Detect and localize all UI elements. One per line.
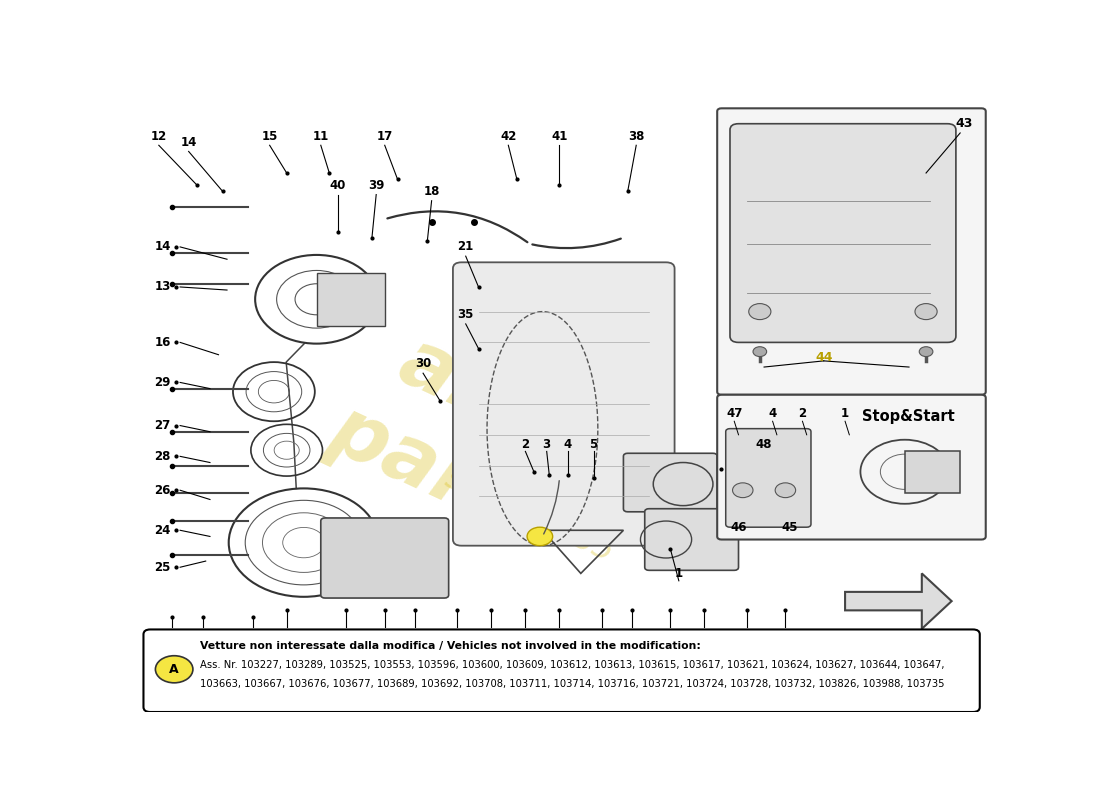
Text: 46: 46 <box>730 521 747 534</box>
FancyBboxPatch shape <box>726 429 811 527</box>
Text: 20: 20 <box>278 630 295 643</box>
Text: 29: 29 <box>154 376 170 389</box>
Text: 4: 4 <box>769 406 777 420</box>
Text: Ass. Nr. 103227, 103289, 103525, 103553, 103596, 103600, 103609, 103612, 103613,: Ass. Nr. 103227, 103289, 103525, 103553,… <box>200 660 944 670</box>
Text: 2: 2 <box>521 438 529 450</box>
Text: 1: 1 <box>674 567 683 580</box>
Text: 1: 1 <box>842 406 849 420</box>
Circle shape <box>776 483 795 498</box>
FancyBboxPatch shape <box>730 124 956 342</box>
Text: 30: 30 <box>415 358 431 370</box>
Text: 37: 37 <box>449 630 465 643</box>
Text: 48: 48 <box>756 438 772 450</box>
FancyBboxPatch shape <box>453 262 674 546</box>
Circle shape <box>915 303 937 320</box>
Text: 39: 39 <box>368 179 384 192</box>
Text: 9: 9 <box>701 630 708 643</box>
Text: 48: 48 <box>739 630 756 643</box>
Text: 34: 34 <box>406 630 422 643</box>
Text: 43: 43 <box>956 118 974 130</box>
Text: 19: 19 <box>244 630 261 643</box>
Text: 25: 25 <box>154 561 170 574</box>
Text: 2: 2 <box>799 406 806 420</box>
Text: 23: 23 <box>195 630 211 643</box>
FancyBboxPatch shape <box>645 509 738 570</box>
Text: 6: 6 <box>628 630 636 643</box>
Circle shape <box>920 346 933 357</box>
Circle shape <box>754 346 767 357</box>
Text: 11: 11 <box>312 130 329 142</box>
Text: 33: 33 <box>338 630 354 643</box>
Text: 32: 32 <box>551 630 568 643</box>
Text: 27: 27 <box>154 419 170 432</box>
Text: 5: 5 <box>590 438 597 450</box>
Text: Stop&Start: Stop&Start <box>862 409 955 424</box>
Text: 38: 38 <box>628 130 645 142</box>
Text: 18: 18 <box>424 185 440 198</box>
Text: 4: 4 <box>564 438 572 450</box>
Circle shape <box>749 303 771 320</box>
Text: 15: 15 <box>262 130 278 142</box>
Text: 16: 16 <box>154 336 170 349</box>
Text: 45: 45 <box>781 521 798 534</box>
Circle shape <box>155 656 192 683</box>
Text: 22: 22 <box>164 630 179 643</box>
Text: 12: 12 <box>151 130 167 142</box>
Text: 13: 13 <box>154 281 170 294</box>
Text: 47: 47 <box>726 406 742 420</box>
Text: 40: 40 <box>330 179 346 192</box>
Text: 42: 42 <box>500 130 517 142</box>
Bar <box>904 451 960 493</box>
Text: 35: 35 <box>458 308 474 321</box>
FancyBboxPatch shape <box>717 108 986 394</box>
Text: 33: 33 <box>517 630 534 643</box>
Text: 14: 14 <box>180 136 197 149</box>
Text: since 1985: since 1985 <box>440 462 619 568</box>
Text: 44: 44 <box>815 351 833 364</box>
Text: 24: 24 <box>154 524 170 537</box>
Text: 10: 10 <box>778 630 793 643</box>
Text: Vetture non interessate dalla modifica / Vehicles not involved in the modificati: Vetture non interessate dalla modifica /… <box>200 641 701 650</box>
Circle shape <box>733 483 754 498</box>
Text: 28: 28 <box>154 450 170 463</box>
Text: 26: 26 <box>154 484 170 497</box>
Text: 31: 31 <box>376 630 393 643</box>
Bar <box>317 273 385 326</box>
FancyBboxPatch shape <box>717 394 986 539</box>
FancyBboxPatch shape <box>143 630 980 712</box>
Text: 7: 7 <box>598 630 606 643</box>
Text: 41: 41 <box>551 130 568 142</box>
FancyBboxPatch shape <box>624 454 717 512</box>
Text: 17: 17 <box>376 130 393 142</box>
Text: 14: 14 <box>154 241 170 254</box>
Circle shape <box>527 527 552 546</box>
Text: A: A <box>169 662 179 676</box>
Text: 36: 36 <box>483 630 499 643</box>
FancyBboxPatch shape <box>321 518 449 598</box>
Polygon shape <box>845 574 952 629</box>
Text: 3: 3 <box>542 438 551 450</box>
Text: alfa
parts: alfa parts <box>318 308 605 562</box>
Text: 8: 8 <box>667 630 674 643</box>
Text: 103663, 103667, 103676, 103677, 103689, 103692, 103708, 103711, 103714, 103716, : 103663, 103667, 103676, 103677, 103689, … <box>200 678 944 689</box>
Text: 21: 21 <box>458 241 474 254</box>
